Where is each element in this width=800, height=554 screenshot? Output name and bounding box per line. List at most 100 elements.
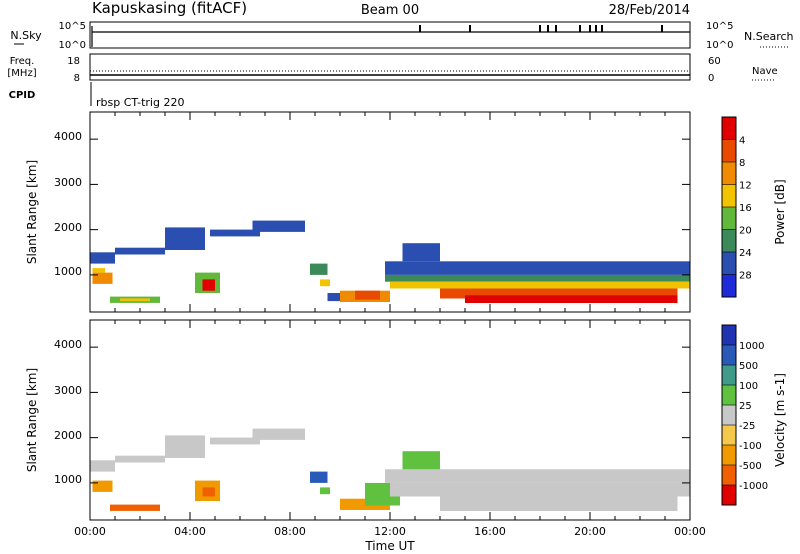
velocity-ylabel: Slant Range [km] [25,368,39,472]
xtick-24: 00:00 [674,525,706,538]
power-axis-ticks [89,112,691,312]
xtick-00: 00:00 [74,525,106,538]
velocity-colorbar-frame [721,324,737,506]
power-colorbar-swatch-0 [722,274,736,297]
xtick-12: 12:00 [374,525,406,538]
velocity-colorbar-swatch-3 [722,425,736,445]
velocity-region-16 [440,496,678,511]
velocity-colorbar-swatch-5 [722,385,736,405]
power-colorbar-swatch-7 [722,117,736,140]
xtick-20: 20:00 [574,525,606,538]
power-colorbar-swatch-6 [722,139,736,162]
velocity-region-0 [90,460,115,472]
power-colorbar-swatch-4 [722,184,736,207]
power-region-9 [210,229,260,237]
velocity-colorbar-swatch-8 [722,325,736,345]
power-region-1 [92,272,113,284]
power-ylabel: Slant Range [km] [25,160,39,264]
velocity-colorbar-label-6: -500 [739,461,762,472]
velocity-colorbar: 1000 500 100 25 -25 -100 -500 -1000 [721,324,768,506]
freq-tick-bottom: 8 [74,73,80,84]
power-region-5 [120,298,150,302]
nave-label: Nave [752,66,778,77]
velocity-axis-ticks [89,320,691,520]
power-region-11 [310,263,328,275]
velocity-region-10 [320,487,330,495]
velocity-panel: Slant Range [km] 1000 2000 3000 4000 100… [25,319,787,521]
velocity-region-9 [310,471,328,483]
freq-panel: Freq. [MHz] 18 8 60 0 Nave CPID rbsp CT-… [7,53,778,109]
velocity-ytick-2000: 2000 [54,429,82,442]
velocity-colorbar-swatch-2 [722,445,736,465]
power-colorbar-swatch-3 [722,207,736,230]
nsky-tick-top: 10^5 [59,21,86,32]
xtick-16: 16:00 [474,525,506,538]
power-region-16 [385,261,690,275]
power-region-17 [385,274,690,282]
power-region-3 [115,247,165,255]
power-colorbar-label-2: 12 [739,181,752,192]
power-region-20 [440,288,678,299]
velocity-colorbar-label-3: 25 [739,401,752,412]
power-region-6 [165,227,205,250]
velocity-ytick-1000: 1000 [54,473,82,486]
nsky-trace [91,25,690,47]
velocity-colorbar-label-0: 1000 [739,341,764,352]
power-colorbar-label-0: 4 [739,136,745,147]
velocity-region-4 [165,435,205,458]
power-region-8 [202,279,215,291]
freq-tick-top: 18 [67,56,80,67]
velocity-region-15 [402,451,440,470]
power-region-10 [252,220,305,232]
power-ytick-2000: 2000 [54,221,82,234]
nsky-tick-bottom: 10^0 [59,40,86,51]
xtick-08: 08:00 [274,525,306,538]
velocity-region-6 [202,487,215,497]
power-panel: Slant Range [km] 1000 2000 3000 4000 4 8 1… [25,111,787,313]
nsearch-label: N.Search [744,30,794,43]
power-colorbar-label-1: 8 [739,158,745,169]
nsky-panel: N.Sky 10^5 10^0 10^5 10^0 N.Search [10,21,793,51]
beam-title: Beam 00 [361,3,419,18]
freq-label-line2: [MHz] [7,68,36,79]
velocity-region-14 [390,482,690,497]
power-colorbar-swatch-1 [722,252,736,275]
nsky-frame [89,21,691,49]
power-ytick-1000: 1000 [54,265,82,278]
velocity-region-1 [92,480,113,492]
xaxis-label: Time UT [364,539,415,553]
velocity-colorbar-swatch-7 [722,345,736,365]
velocity-colorbar-swatch-1 [722,465,736,485]
power-heatmap-cells [90,220,690,303]
power-ytick-3000: 3000 [54,176,82,189]
power-colorbar: 4 8 12 16 20 24 28 [721,116,752,298]
velocity-colorbar-label-4: -25 [739,421,755,432]
velocity-colorbar-swatch-6 [722,365,736,385]
velocity-colorbar-swatch-0 [722,485,736,505]
power-region-15 [355,290,380,300]
date-title: 28/Feb/2014 [609,3,690,18]
velocity-region-8 [252,428,305,440]
power-region-2 [92,268,105,273]
power-region-0 [90,252,115,264]
cpid-label: CPID [9,90,36,101]
power-colorbar-label-6: 28 [739,271,752,282]
freq-frame [89,53,691,81]
velocity-colorbar-swatch-4 [722,405,736,425]
power-colorbar-label-4: 20 [739,226,752,237]
nsky-label: N.Sky [10,29,42,42]
cpid-text: rbsp CT-trig 220 [96,96,184,109]
velocity-region-3 [110,504,160,511]
power-colorbar-swatch-2 [722,229,736,252]
velocity-heatmap-cells [90,428,690,511]
velocity-colorbar-label-1: 500 [739,361,758,372]
nave-tick-bottom: 0 [708,73,714,84]
velocity-colorbar-label: Velocity [m s-1] [773,373,787,467]
power-colorbar-label: Power [dB] [773,179,787,244]
power-colorbar-label-5: 24 [739,248,752,259]
velocity-ytick-3000: 3000 [54,384,82,397]
freq-label-line1: Freq. [10,56,35,67]
nsearch-tick-bottom: 10^0 [706,40,733,51]
velocity-region-7 [210,437,260,445]
